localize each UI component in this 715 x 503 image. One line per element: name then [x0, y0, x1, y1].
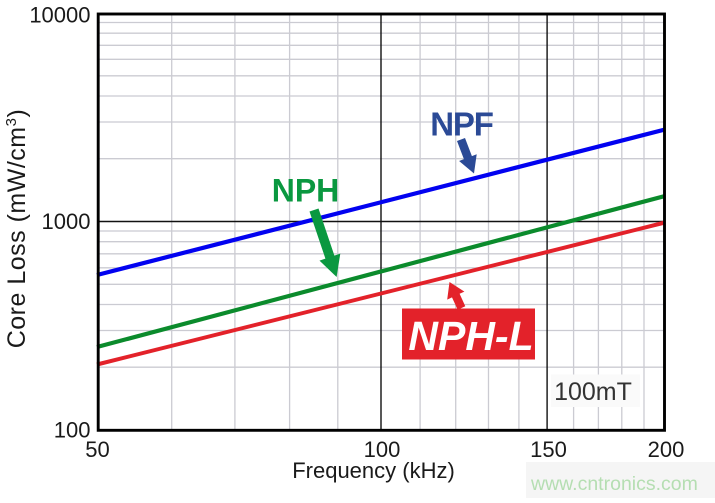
svg-text:Frequency (kHz): Frequency (kHz): [292, 458, 455, 483]
svg-text:Core Loss (mW/cm3): Core Loss (mW/cm3): [3, 109, 31, 349]
svg-text:NPH-L: NPH-L: [408, 313, 533, 359]
svg-text:50: 50: [85, 437, 109, 462]
svg-text:100: 100: [364, 437, 401, 462]
svg-text:NPH: NPH: [272, 173, 340, 209]
svg-text:100: 100: [54, 418, 91, 443]
svg-text:1000: 1000: [42, 209, 91, 234]
svg-text:150: 150: [530, 437, 567, 462]
svg-text:100mT: 100mT: [554, 378, 632, 406]
svg-text:200: 200: [648, 437, 685, 462]
svg-text:NPF: NPF: [430, 106, 492, 143]
svg-text:www.cntronics.com: www.cntronics.com: [530, 473, 698, 495]
svg-text:10000: 10000: [29, 3, 90, 28]
